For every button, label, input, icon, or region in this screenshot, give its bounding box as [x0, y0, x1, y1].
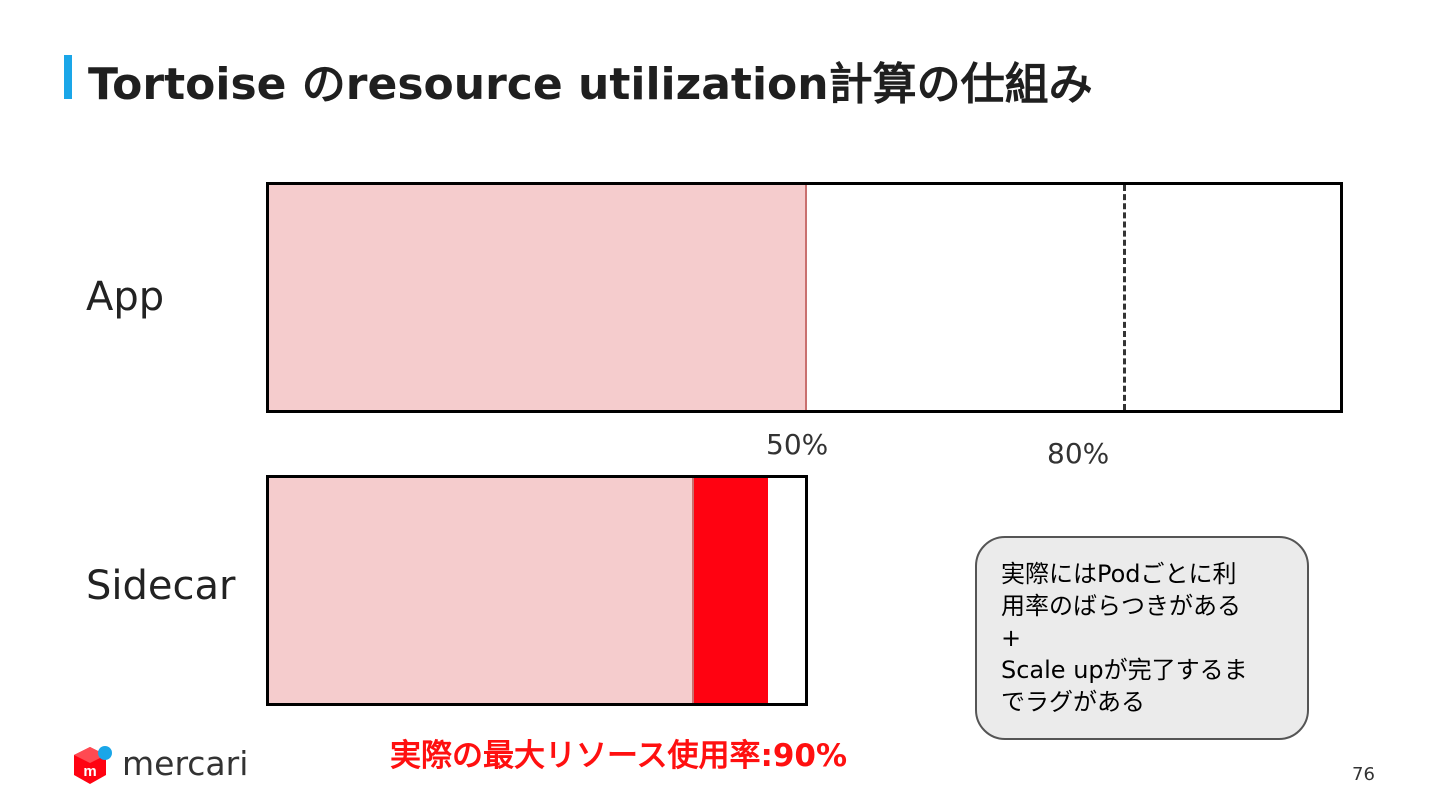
- page-number: 76: [1352, 764, 1375, 785]
- title-accent-bar: [64, 55, 72, 99]
- mercari-logo: m mercari: [70, 742, 250, 790]
- note-line: でラグがある: [1001, 688, 1145, 716]
- result-text: 実際の最大リソース使用率:90%: [390, 738, 848, 774]
- slide-title: Tortoise のresource utilization計算の仕組み: [88, 59, 1093, 110]
- app-capacity-bar: [266, 182, 1343, 413]
- app-threshold-line: [1122, 185, 1126, 410]
- sidecar-label: Sidecar: [86, 563, 236, 609]
- app-usage-fill: [269, 185, 807, 410]
- note-line: Scale upが完了するま: [1001, 656, 1248, 684]
- note-box: 実際にはPodごとに利 用率のばらつきがある + Scale upが完了するま …: [975, 536, 1309, 740]
- sidecar-overshoot-fill: [694, 478, 768, 703]
- brand-name: mercari: [122, 744, 249, 783]
- note-line: 用率のばらつきがある: [1001, 592, 1241, 620]
- tick-label-80: 80%: [1047, 437, 1110, 470]
- sidecar-usage-fill: [269, 478, 695, 703]
- note-line: 実際にはPodごとに利: [1001, 560, 1237, 588]
- note-line: +: [1001, 624, 1022, 652]
- tick-label-50: 50%: [766, 428, 829, 461]
- mercari-cube-icon: m: [74, 746, 112, 784]
- sidecar-capacity-bar: [266, 475, 808, 706]
- svg-text:m: m: [83, 763, 96, 780]
- app-label: App: [86, 274, 165, 320]
